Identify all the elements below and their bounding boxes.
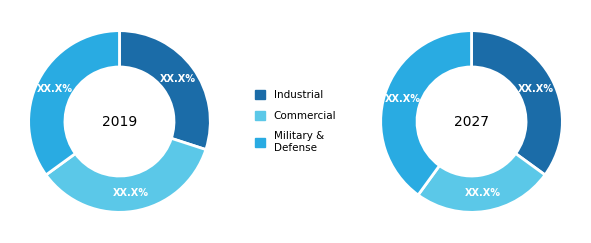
- Legend: Industrial, Commercial, Military &
Defense: Industrial, Commercial, Military & Defen…: [253, 88, 338, 155]
- Wedge shape: [28, 31, 119, 175]
- Text: XX.X%: XX.X%: [384, 94, 420, 104]
- Text: 2027: 2027: [454, 114, 489, 129]
- Wedge shape: [381, 31, 472, 195]
- Text: 2019: 2019: [102, 114, 137, 129]
- Wedge shape: [119, 31, 210, 150]
- Wedge shape: [418, 154, 545, 212]
- Text: XX.X%: XX.X%: [465, 188, 501, 198]
- Text: XX.X%: XX.X%: [518, 84, 554, 94]
- Wedge shape: [46, 138, 206, 212]
- Text: XX.X%: XX.X%: [37, 84, 73, 94]
- Wedge shape: [472, 31, 563, 175]
- Text: XX.X%: XX.X%: [160, 74, 196, 84]
- Text: XX.X%: XX.X%: [113, 188, 149, 198]
